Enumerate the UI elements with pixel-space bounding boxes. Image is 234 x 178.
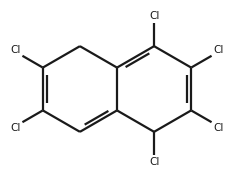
Text: Cl: Cl: [213, 123, 223, 133]
Text: Cl: Cl: [11, 45, 21, 55]
Text: Cl: Cl: [149, 157, 159, 167]
Text: Cl: Cl: [213, 45, 223, 55]
Text: Cl: Cl: [149, 11, 159, 21]
Text: Cl: Cl: [11, 123, 21, 133]
